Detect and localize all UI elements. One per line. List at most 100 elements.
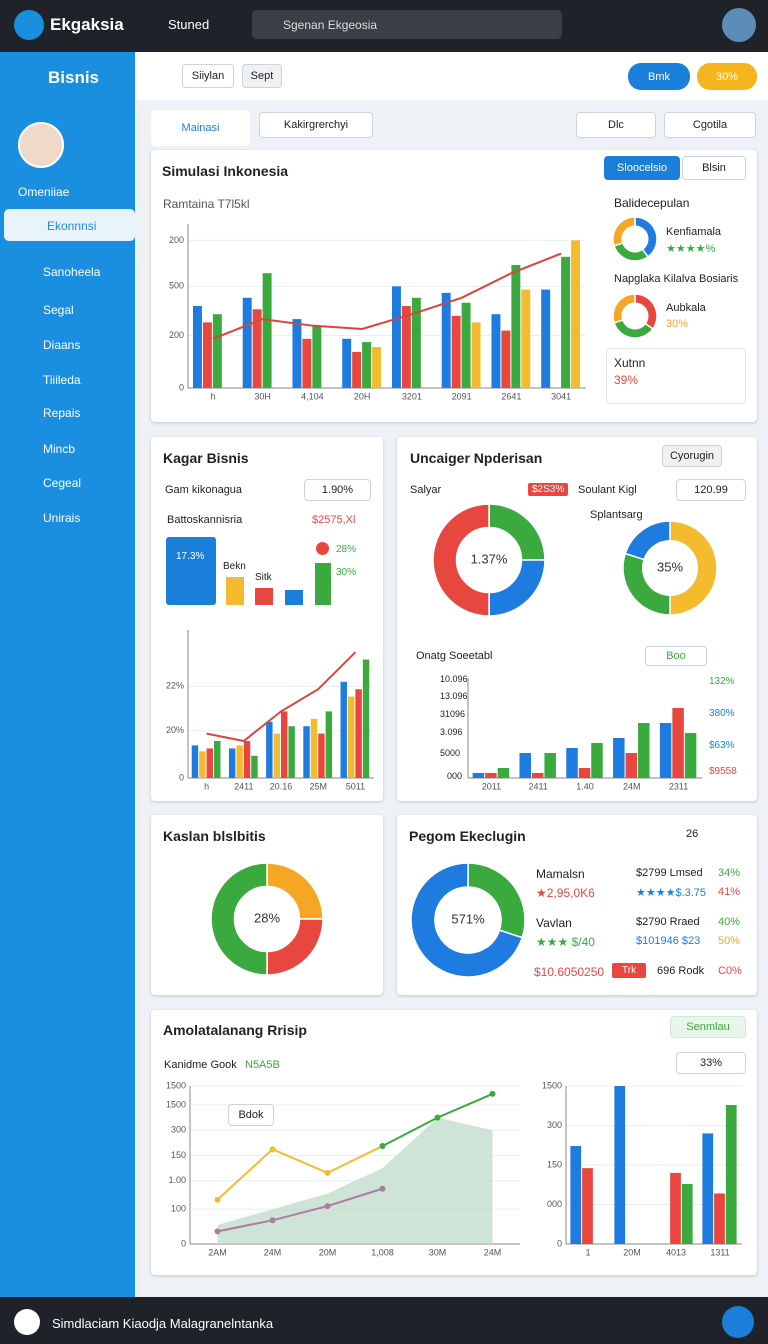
scale-label: 5000	[440, 748, 461, 758]
donut	[612, 293, 658, 339]
value: ★★★★%	[666, 243, 716, 255]
avatar[interactable]	[722, 8, 756, 42]
donut-segment	[624, 520, 671, 561]
x-tick-label: 3041	[551, 391, 571, 401]
bar	[544, 753, 556, 778]
bar	[441, 292, 451, 388]
chip[interactable]: Sept	[242, 64, 282, 88]
x-tick-label: 3201	[402, 391, 422, 401]
donut-segment	[410, 862, 524, 978]
footer-icon	[14, 1309, 40, 1335]
x-tick-label: 20M	[319, 1247, 337, 1257]
x-tick-label: 20M	[623, 1247, 641, 1257]
dropdown[interactable]: 120.99	[676, 479, 746, 501]
point	[269, 1146, 276, 1153]
bar	[262, 273, 272, 388]
bar	[638, 723, 650, 778]
nav-item[interactable]: Segal	[43, 303, 74, 317]
bar	[281, 711, 288, 778]
fab[interactable]	[722, 1306, 754, 1338]
bar	[681, 1183, 693, 1244]
search-text: Sgenan Ekgeosia	[283, 18, 378, 32]
y-tick-label: 150	[171, 1150, 186, 1160]
button[interactable]: Boo	[645, 646, 707, 666]
y-tick-label: 1500	[166, 1080, 186, 1090]
row-label: Vavlan	[536, 916, 572, 930]
tab[interactable]: Stuned	[168, 17, 210, 32]
bar	[340, 681, 347, 778]
x-tick-label: 2011	[482, 781, 501, 791]
dropdown[interactable]: 33%	[676, 1052, 746, 1074]
row-pct: 50%	[718, 935, 741, 947]
label: Kanidme Gook	[164, 1059, 237, 1071]
y-tick-label: 1500	[542, 1080, 562, 1090]
donut-center: 35%	[657, 559, 683, 574]
bar	[199, 751, 206, 778]
button[interactable]: Cyorugin	[662, 445, 722, 467]
box	[606, 348, 746, 404]
bar	[401, 306, 411, 388]
row-label: ★2,95,0K6	[536, 886, 595, 900]
chip[interactable]: Siiylan	[182, 64, 234, 88]
value: 30%	[666, 318, 689, 330]
nav-item[interactable]: Repais	[43, 406, 81, 420]
bar	[582, 1168, 593, 1244]
nav-active[interactable]	[4, 209, 135, 241]
button[interactable]: Blsin	[682, 156, 746, 180]
nav-item[interactable]: Cegeal	[43, 476, 82, 490]
nav-item[interactable]: Tiiileda	[43, 373, 81, 387]
tab[interactable]: Dlc	[576, 112, 656, 138]
x-tick-label: 20H	[354, 391, 371, 401]
nav-item[interactable]: Unirais	[43, 511, 81, 525]
y-tick-label: 0	[179, 382, 184, 392]
tab[interactable]: Kakirgrerchyi	[259, 112, 373, 138]
bar	[670, 1172, 681, 1244]
x-tick-label: 1311	[710, 1247, 729, 1257]
nav-item[interactable]: Ekonnnsi	[47, 219, 97, 233]
x-tick-label: 20.16	[270, 781, 293, 791]
dropdown[interactable]: 1.90%	[304, 479, 371, 501]
x-tick-label: 2311	[669, 781, 688, 791]
nav-item[interactable]: Diaans	[43, 338, 81, 352]
bar	[613, 738, 625, 778]
label: Sitk	[255, 572, 272, 583]
nav-item[interactable]: Mincb	[43, 442, 76, 456]
point	[324, 1169, 331, 1176]
line	[216, 1145, 383, 1201]
x-tick-label: 2411	[529, 781, 548, 791]
donut-segment	[488, 559, 546, 617]
x-tick-label: 24M	[484, 1247, 502, 1257]
button[interactable]: Senmlau	[670, 1016, 746, 1038]
x-tick-label: h	[204, 781, 209, 791]
y-tick-label: 000	[547, 1199, 562, 1209]
brand: Ekgaksia	[50, 15, 124, 34]
point	[269, 1217, 276, 1224]
button[interactable]: 30%	[697, 63, 757, 90]
x-tick-label: 1,008	[371, 1247, 394, 1257]
scale-label: 000	[447, 771, 463, 781]
bar	[659, 723, 672, 778]
panel-title: Uncaiger Npderisan	[410, 450, 543, 466]
point	[379, 1185, 386, 1192]
tab[interactable]: Mainasi	[151, 110, 250, 146]
label: Kenfiamala	[666, 226, 722, 238]
button[interactable]: Sloocelsio	[604, 156, 680, 180]
donut: 571%	[410, 862, 526, 978]
row-value: $2799 Lmsed	[636, 867, 703, 879]
tab[interactable]: Cgotila	[664, 112, 756, 138]
amount: $2575,Xl	[312, 514, 356, 526]
nav-item[interactable]: Sanoheela	[43, 265, 101, 279]
bar	[497, 768, 510, 778]
x-tick-label: 2411	[234, 781, 253, 791]
button[interactable]: Bmk	[628, 63, 690, 90]
side-label: $63%	[709, 740, 735, 751]
bar	[362, 342, 372, 388]
sidebar	[0, 52, 135, 1297]
panel-subtitle: Ramtaina T7l5kl	[163, 197, 250, 211]
legend: 30%	[336, 567, 357, 578]
bar	[352, 351, 362, 388]
panel-title: Amolatalanang Rrisip	[163, 1022, 307, 1038]
y-tick-label: 0	[181, 1238, 186, 1248]
panel-title: Pegom Ekeclugin	[409, 828, 526, 844]
search-box[interactable]	[252, 10, 562, 39]
